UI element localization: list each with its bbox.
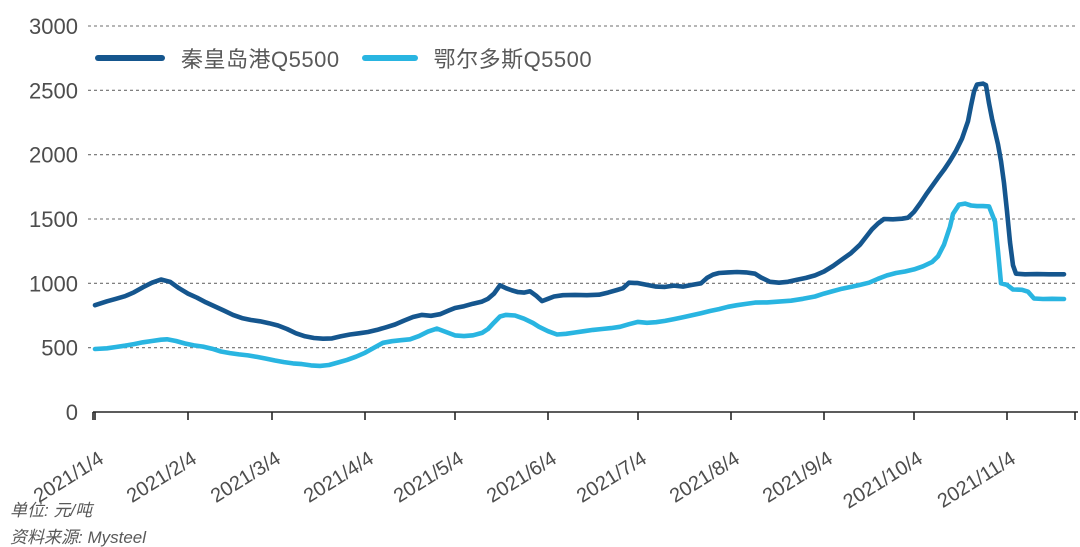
y-tick-label: 1000 [29,271,78,296]
qinhuangdao-line-swatch [95,55,165,61]
legend-item-ordos: 鄂尔多斯Q5500 [361,42,593,74]
series-line-qinhuangdao [92,81,1067,342]
x-tick-label: 2021/11/4 [934,448,1020,513]
x-tick-label: 2021/4/4 [300,448,378,508]
x-tick-label: 2021/8/4 [666,448,744,508]
y-tick-label: 2000 [29,143,78,168]
y-tick-label: 500 [41,336,78,361]
chart-legend: 秦皇岛港Q5500 鄂尔多斯Q5500 [95,42,592,74]
y-tick-label: 3000 [29,14,78,39]
series-line-ordos [92,201,1067,369]
ordos-line-swatch [361,55,418,61]
legend-item-qinhuangdao: 秦皇岛港Q5500 [95,42,340,74]
x-tick-label: 2021/3/4 [207,448,285,508]
x-tick-label: 2021/10/4 [840,448,927,514]
y-tick-label: 2500 [29,78,78,103]
y-tick-label: 1500 [29,207,78,232]
x-tick-label: 2021/6/4 [483,448,561,508]
x-tick-label: 2021/7/4 [573,448,651,508]
source-note: 资料来源: Mysteel [10,528,147,547]
unit-note: 单位: 元/吨 [10,501,93,520]
legend-label-qinhuangdao: 秦皇岛港Q5500 [181,47,340,72]
x-tick-label: 2021/5/4 [390,448,468,508]
chart-footnotes: 单位: 元/吨 资料来源: Mysteel [10,497,146,547]
x-tick-label: 2021/9/4 [759,448,837,508]
y-tick-label: 0 [66,400,78,425]
legend-label-ordos: 鄂尔多斯Q5500 [433,47,593,72]
